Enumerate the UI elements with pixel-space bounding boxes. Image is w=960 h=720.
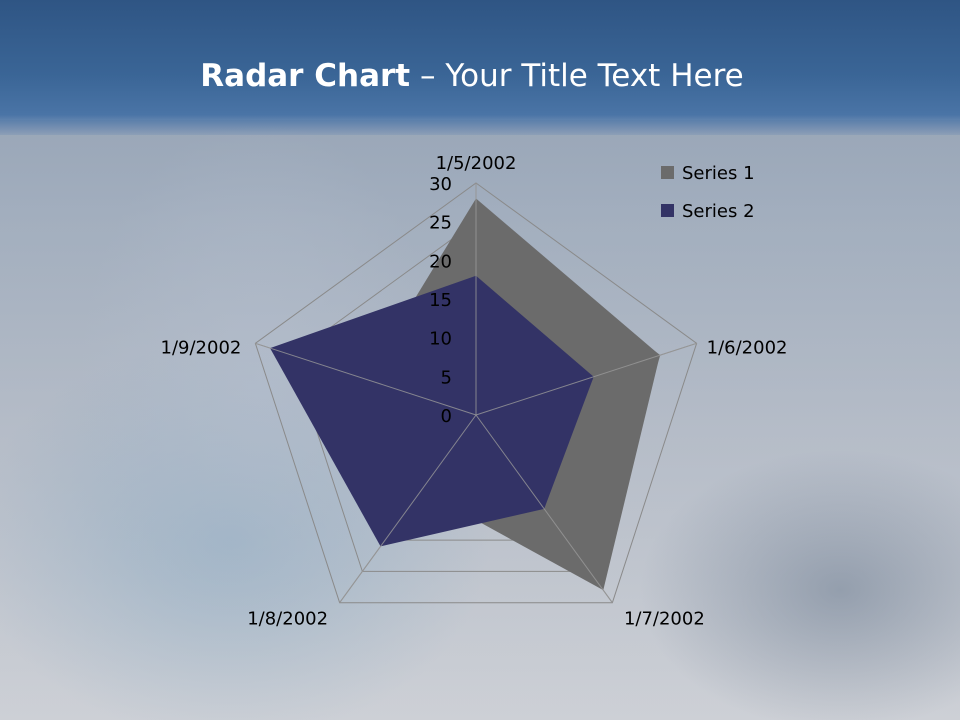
axis-tick-label: 10 <box>429 329 452 350</box>
axis-tick-label: 15 <box>429 290 452 311</box>
axis-tick-label: 5 <box>441 367 452 388</box>
title-bold: Radar Chart <box>200 58 411 94</box>
category-label: 1/8/2002 <box>247 609 328 630</box>
legend-swatch <box>661 166 674 179</box>
axis-spoke-overlay <box>475 414 613 603</box>
legend-label: Series 2 <box>682 201 755 222</box>
category-label: 1/5/2002 <box>436 153 517 174</box>
axis-spoke-overlay <box>255 342 477 416</box>
axis-tick-label: 25 <box>429 213 452 234</box>
legend-label: Series 1 <box>682 163 755 184</box>
category-label: 1/9/2002 <box>161 337 242 358</box>
category-label: 1/7/2002 <box>624 609 705 630</box>
axis-tick-label: 20 <box>429 251 452 272</box>
axis-spoke-overlay <box>475 342 697 416</box>
series-2-area <box>270 275 594 547</box>
slide-title: Radar Chart – Your Title Text Here <box>0 58 944 94</box>
axis-tick-label: 0 <box>441 406 452 427</box>
axis-tick-label: 30 <box>429 174 452 195</box>
axis-spoke-overlay <box>339 414 477 603</box>
category-label: 1/6/2002 <box>707 337 788 358</box>
grid-ring <box>254 182 698 604</box>
legend-swatch <box>661 204 674 217</box>
title-rest: – Your Title Text Here <box>410 58 744 94</box>
title-bar <box>0 0 960 135</box>
